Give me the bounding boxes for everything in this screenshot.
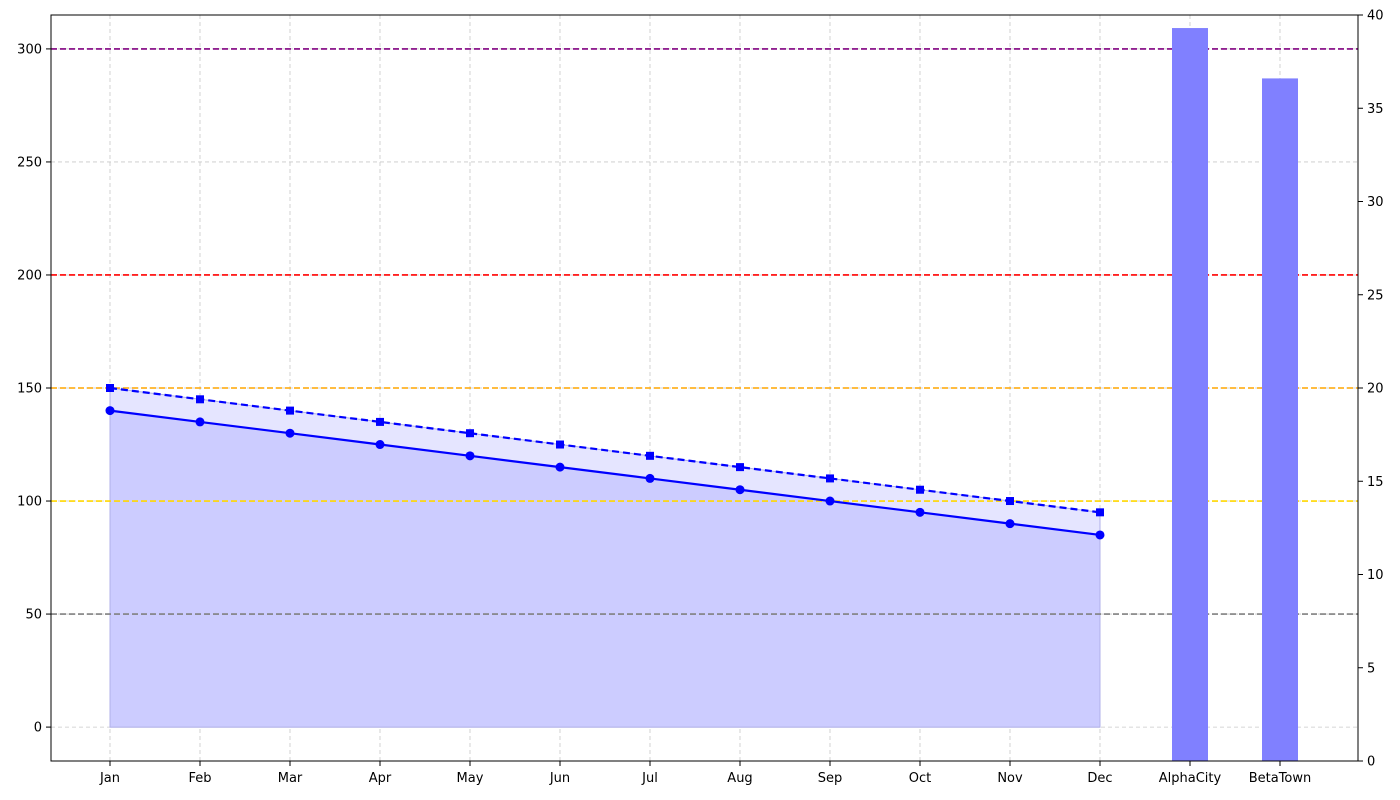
- x-tick-label: BetaTown: [1249, 771, 1312, 786]
- x-tick-label: Dec: [1087, 771, 1112, 786]
- y2-tick-label: 5: [1367, 661, 1375, 676]
- data-point-square: [466, 429, 474, 438]
- x-tick-label: Apr: [369, 771, 392, 786]
- y-tick-label: 150: [17, 382, 42, 397]
- y2-tick-label: 30: [1367, 195, 1384, 210]
- y2-tick-label: 10: [1367, 568, 1384, 583]
- bar: [1262, 78, 1298, 761]
- y2-tick-label: 0: [1367, 755, 1375, 770]
- data-point-circle: [375, 440, 385, 450]
- data-point-square: [286, 406, 294, 415]
- axes: [46, 14, 1363, 766]
- y2-tick-label: 15: [1367, 475, 1384, 490]
- data-point-circle: [465, 451, 475, 461]
- data-point-circle: [1005, 519, 1015, 529]
- x-tick-label: AlphaCity: [1159, 771, 1222, 786]
- x-tick-label: Aug: [727, 771, 752, 786]
- x-tick-label: Oct: [909, 771, 931, 786]
- data-point-circle: [915, 507, 925, 517]
- data-point-square: [1006, 497, 1014, 506]
- x-tick-label: Jul: [641, 771, 658, 786]
- data-point-square: [556, 440, 564, 449]
- series-lines: [109, 386, 1101, 537]
- series-line: [109, 409, 1101, 537]
- reference-lines: [51, 48, 1358, 615]
- data-point-square: [196, 395, 204, 404]
- y-tick-label: 50: [25, 608, 42, 623]
- x-tick-label: Mar: [278, 771, 303, 786]
- y-tick-label: 250: [17, 155, 42, 170]
- data-point-square: [106, 384, 114, 392]
- data-point-square: [646, 451, 654, 460]
- y2-tick-label: 20: [1367, 382, 1384, 397]
- data-point-circle: [195, 417, 205, 427]
- data-point-circle: [735, 485, 745, 495]
- data-point-square: [736, 463, 744, 472]
- y2-tick-label: 25: [1367, 288, 1384, 303]
- x-tick-label: Jan: [99, 771, 120, 786]
- data-point-circle: [105, 406, 115, 416]
- y2-tick-label: 40: [1367, 9, 1384, 24]
- bars: [1172, 28, 1298, 762]
- series-fills: [109, 387, 1101, 728]
- y2-tick-label: 35: [1367, 102, 1384, 117]
- series-markers: [105, 384, 1105, 540]
- data-point-square: [826, 474, 834, 483]
- y-tick-label: 0: [34, 721, 42, 736]
- data-point-square: [916, 485, 924, 494]
- data-point-circle: [645, 473, 655, 483]
- x-tick-label: Nov: [997, 771, 1023, 786]
- data-point-circle: [825, 496, 835, 506]
- y-tick-label: 100: [17, 495, 42, 510]
- series-line: [109, 386, 1101, 514]
- data-point-square: [376, 417, 384, 426]
- bar: [1172, 28, 1208, 762]
- tick-labels: 0 50 100 150 200 250 300 0 5 10 15 20 25 30 35 40 Jan Feb…: [17, 9, 1383, 787]
- data-point-circle: [285, 428, 295, 438]
- y-tick-label: 200: [17, 268, 42, 283]
- x-tick-label: Feb: [188, 771, 211, 786]
- data-point-circle: [555, 462, 565, 472]
- x-tick-label: May: [457, 771, 484, 786]
- data-point-circle: [1095, 530, 1105, 540]
- x-tick-label: Sep: [818, 771, 843, 786]
- data-point-square: [1096, 508, 1104, 517]
- y-tick-label: 300: [17, 42, 42, 57]
- x-tick-label: Jun: [549, 771, 570, 786]
